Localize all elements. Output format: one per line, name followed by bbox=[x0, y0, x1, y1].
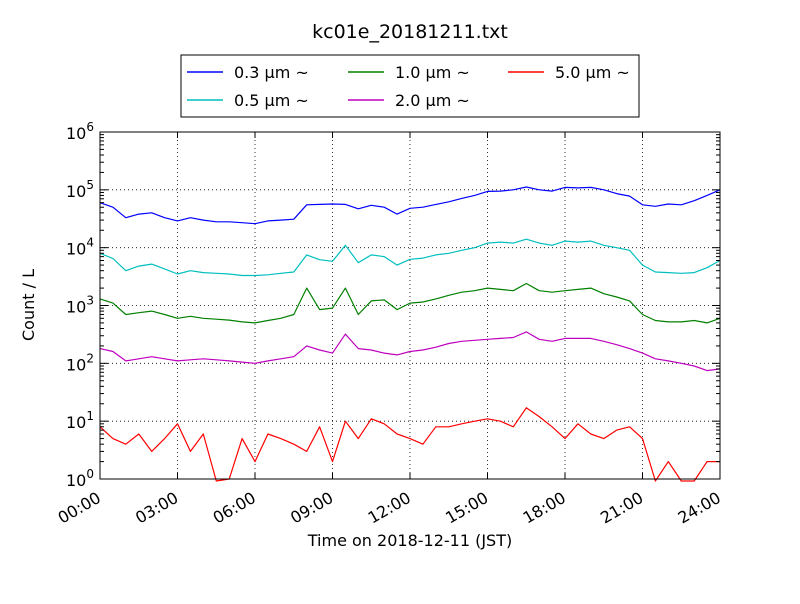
x-axis-label: Time on 2018-12-11 (JST) bbox=[307, 531, 512, 550]
legend-label: 5.0 μm ~ bbox=[555, 63, 630, 82]
legend-label: 0.5 μm ~ bbox=[234, 91, 309, 110]
legend-box bbox=[180, 54, 640, 118]
series-line bbox=[99, 282, 721, 324]
series-line bbox=[99, 407, 720, 482]
legend: 0.3 μm ~ 0.5 μm ~ 1.0 μm ~ 2.0 μm ~ 5.0 μm ~ bbox=[180, 54, 640, 118]
series-group bbox=[99, 186, 721, 482]
y-axis-label: Count / L bbox=[19, 269, 38, 341]
series-line bbox=[99, 331, 721, 372]
legend-label: 0.3 μm ~ bbox=[234, 63, 309, 82]
legend-label: 2.0 μm ~ bbox=[395, 91, 470, 110]
chart-title: kc01e_20181211.txt bbox=[312, 21, 508, 43]
series-line bbox=[99, 238, 721, 277]
legend-label: 1.0 μm ~ bbox=[395, 63, 470, 82]
series-line bbox=[99, 186, 721, 225]
